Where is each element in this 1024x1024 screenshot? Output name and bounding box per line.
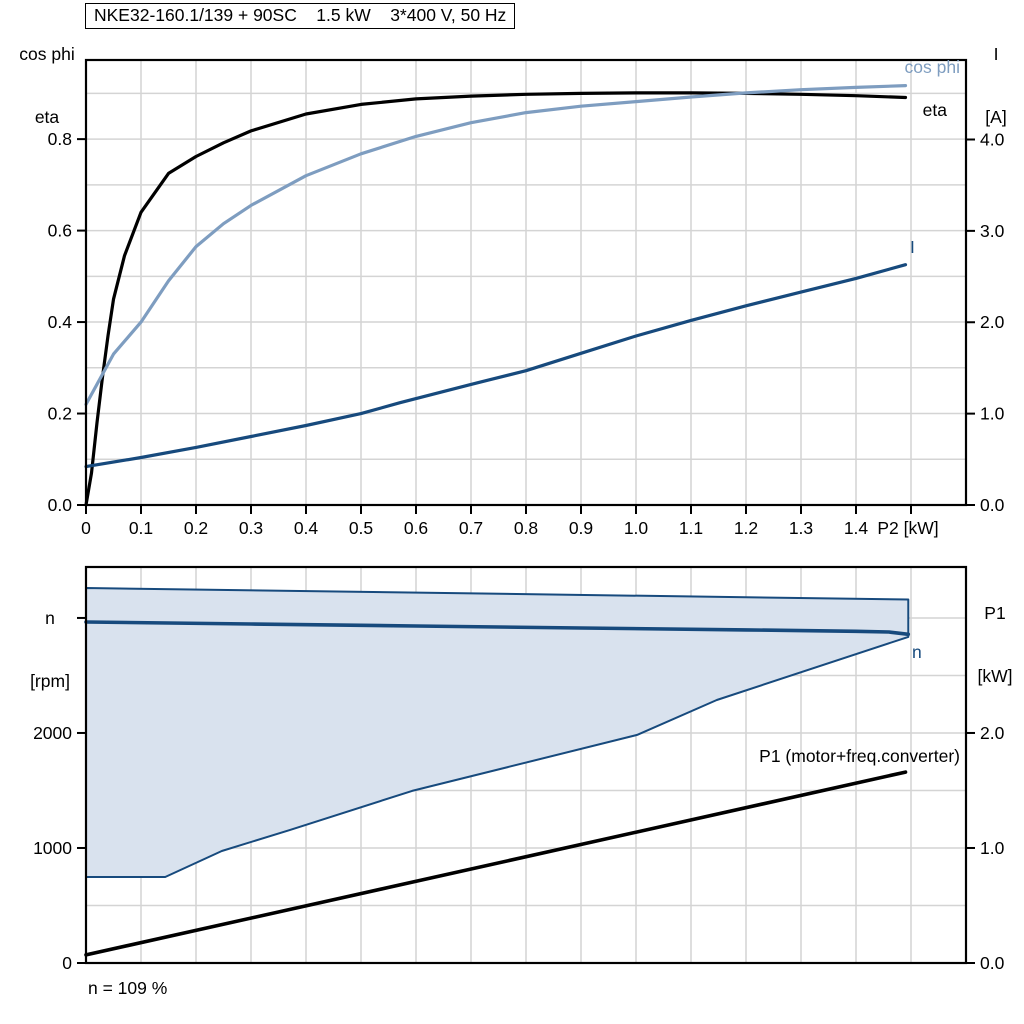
x-tick-label: 0.8 [514,518,538,538]
x-tick-label: 0.9 [569,518,593,538]
series-n [84,620,911,637]
x-tick-label: 0.7 [459,518,483,538]
axis-title-eta: eta [34,107,60,127]
x-tick-label: 0.1 [129,518,153,538]
x-tick-label: 1.2 [734,518,758,538]
axis-title-rpm-unit: [rpm] [30,671,70,691]
x-tick-label: 1.1 [679,518,703,538]
axis-title-current: I [993,44,999,64]
x-tick-label: 0.6 [404,518,428,538]
top-left-axis-title: cos phi eta [8,2,86,170]
curve-label-cos-phi: cos phi [905,57,960,77]
x-tick-label: 0.3 [239,518,263,538]
right-tick-label: 1.0 [980,404,1005,424]
left-tick-label: 0.0 [48,495,73,515]
left-tick-label: 1000 [33,838,72,858]
left-tick-label: 0 [62,953,72,973]
curve-label-n: n [912,642,922,662]
x-tick-label: 0 [81,518,91,538]
series-i [84,263,908,469]
right-tick-label: 1.0 [980,838,1005,858]
x-tick-label: 1.3 [789,518,813,538]
axis-title-speed: n [45,608,55,628]
series-cos-phi [84,83,908,406]
right-tick-label: 2.0 [980,723,1005,743]
left-tick-label: 2000 [33,723,72,743]
axis-title-cosphi: cos phi [19,44,75,64]
left-tick-label: 0.6 [48,221,72,241]
left-tick-label: 0.8 [48,129,72,149]
x-tick-label: 0.2 [184,518,208,538]
x-tick-label: 1.4 [844,518,869,538]
speed-setting-label: n = 109 % [88,978,168,998]
speed-range-region [85,587,910,878]
series-eta [84,91,908,507]
bottom-left-axis-title: n [rpm] [12,566,88,734]
right-tick-label: 0.0 [980,495,1005,515]
axis-title-ampere-unit: [A] [985,107,1007,127]
curve-label-eta: eta [923,100,948,120]
right-tick-label: 3.0 [980,221,1005,241]
left-tick-label: 0.4 [48,312,73,332]
plot-frame [84,565,968,965]
bottom-right-axis-title: P1 [kW] [968,561,1022,729]
curve-label-p1-motor-freq-converter-: P1 (motor+freq.converter) [759,746,960,766]
right-tick-label: 2.0 [980,312,1005,332]
right-tick-label: 0.0 [980,953,1005,973]
series-p1-motor-freq-converter- [84,770,908,957]
x-tick-label: 0.5 [349,518,373,538]
axis-title-kw-unit: [kW] [977,666,1013,686]
x-tick-label: 1.0 [624,518,649,538]
left-tick-label: 0.2 [48,404,72,424]
top-right-axis-title: I [A] [972,2,1020,170]
axis-title-p1: P1 [984,603,1006,623]
x-axis-label: P2 [kW] [877,518,938,538]
x-tick-label: 0.4 [294,518,319,538]
chart-title: NKE32-160.1/139 + 90SC 1.5 kW 3*400 V, 5… [85,3,516,29]
curve-label-i: I [910,237,915,257]
right-tick-label: 4.0 [980,129,1005,149]
